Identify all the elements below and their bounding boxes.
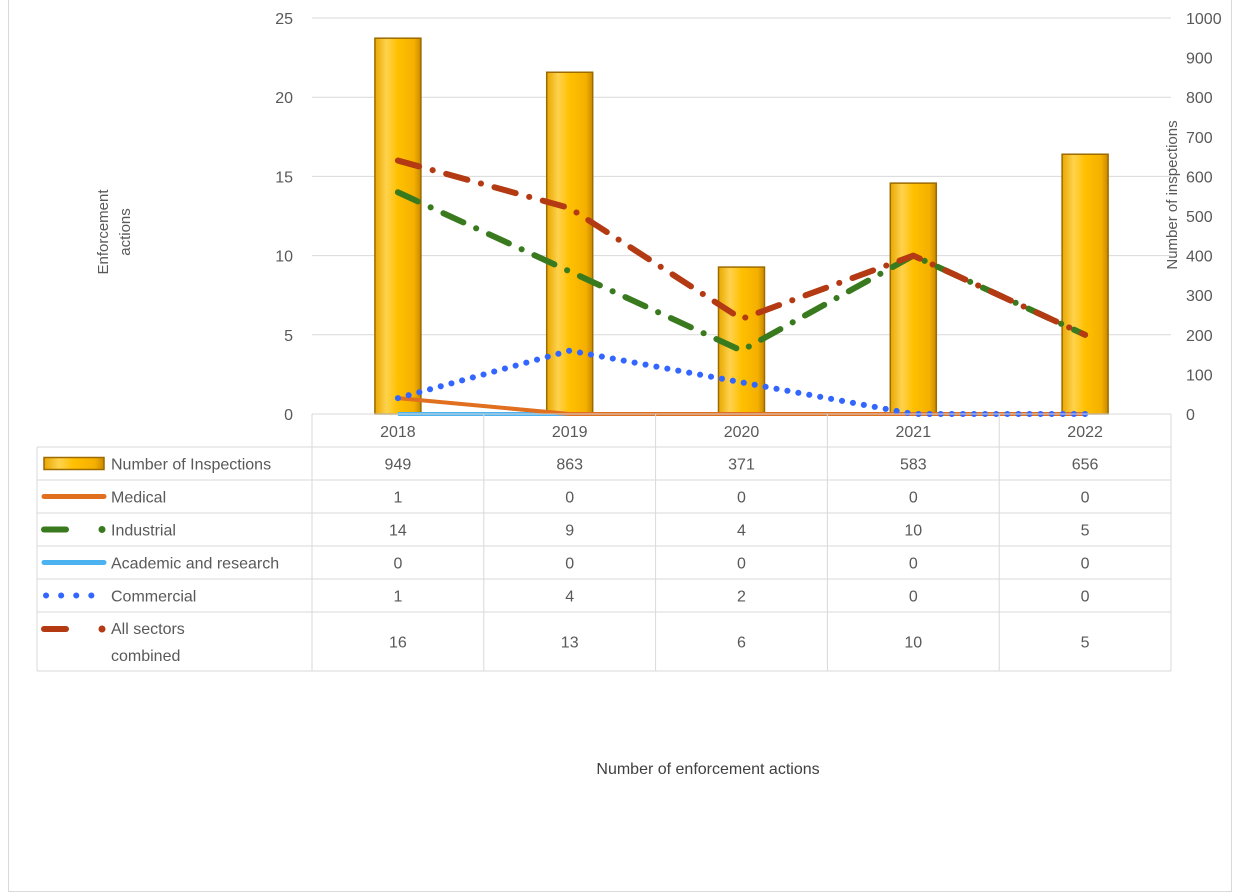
y-left-tick-label: 20	[275, 90, 293, 107]
y-right-tick-label: 300	[1186, 288, 1213, 305]
legend-key-dot	[98, 625, 106, 633]
y-left-ticks: 0 5 10 15 20 25	[275, 11, 293, 424]
bar	[889, 182, 938, 415]
legend-label: Commercial	[111, 589, 196, 606]
y-right-tick-label: 600	[1186, 169, 1213, 186]
x-category-label: 2022	[1067, 424, 1103, 441]
y-right-tick-label: 700	[1186, 130, 1213, 147]
x-category-label: 2019	[552, 424, 588, 441]
legend-label: All sectors combined	[111, 621, 185, 665]
legend-label-line-2: combined	[111, 648, 180, 665]
table-cell: 6	[737, 635, 746, 652]
table-cell: 14	[389, 523, 407, 540]
legend-key-bar	[43, 456, 105, 471]
y-right-tick-label: 500	[1186, 209, 1213, 226]
table-cell: 2	[737, 589, 746, 606]
y-right-tick-label: 100	[1186, 367, 1213, 384]
table-cell: 4	[737, 523, 746, 540]
table-cell: 0	[1081, 490, 1090, 507]
table-cell: 0	[565, 490, 574, 507]
x-category-label: 2021	[896, 424, 932, 441]
table-cell: 5	[1081, 523, 1090, 540]
chart-frame: 0 5 10 15 20 25 0 100 200 300 400 500 600 700 800 900 10…	[8, 0, 1232, 892]
legend-label-line-1: All sectors	[111, 621, 185, 638]
legend-label: Academic and research	[111, 556, 279, 573]
y-right-ticks: 0 100 200 300 400 500 600 700 800 900 1000	[1186, 11, 1222, 424]
table-cell: 0	[737, 556, 746, 573]
table-cell: 0	[565, 556, 574, 573]
bar	[374, 37, 422, 415]
bar	[1061, 153, 1109, 415]
table-cell: 10	[904, 523, 922, 540]
legend: Number of Inspections Medical Industrial Ac…	[41, 456, 279, 665]
table-cell: 0	[1081, 556, 1090, 573]
table-cell: 9	[565, 523, 574, 540]
y-left-tick-label: 5	[284, 328, 293, 345]
y-left-axis-title: Enforcement actions	[95, 189, 134, 275]
y-right-axis-title: Number of inspections	[1164, 120, 1181, 269]
y-left-axis-title-line-2: actions	[117, 208, 134, 256]
y-left-tick-label: 25	[275, 11, 293, 28]
chart-svg: 0510152025010020030040050060070080090010…	[36, 11, 1222, 778]
table-cell: 949	[385, 457, 412, 474]
table-cell: 371	[728, 457, 755, 474]
table-cell: 0	[909, 589, 918, 606]
y-left-tick-label: 0	[284, 407, 293, 424]
y-right-tick-label: 0	[1186, 407, 1195, 424]
table-cell: 0	[1081, 589, 1090, 606]
bar	[545, 71, 594, 415]
y-right-tick-label: 800	[1186, 90, 1213, 107]
legend-label: Medical	[111, 490, 166, 507]
x-category-label: 2020	[724, 424, 760, 441]
table-cell: 5	[1081, 635, 1090, 652]
y-right-tick-label: 400	[1186, 249, 1213, 266]
table-cell: 4	[565, 589, 574, 606]
y-left-axis-title-line-1: Enforcement	[95, 189, 112, 275]
table-cell: 0	[737, 490, 746, 507]
table-cell: 863	[556, 457, 583, 474]
series-line	[394, 157, 1089, 338]
table-cell: 13	[561, 635, 579, 652]
table-cell: 0	[909, 490, 918, 507]
table-cell: 656	[1072, 457, 1099, 474]
table-cell: 10	[904, 635, 922, 652]
table-cell: 16	[389, 635, 407, 652]
series-line	[394, 347, 1089, 417]
table-cell: 583	[900, 457, 927, 474]
legend-label: Industrial	[111, 523, 176, 540]
table-cell: 0	[909, 556, 918, 573]
y-right-tick-label: 200	[1186, 328, 1213, 345]
table-cell: 0	[393, 556, 402, 573]
series-line	[394, 189, 1089, 354]
x-axis-title: Number of enforcement actions	[596, 761, 819, 778]
legend-label: Number of Inspections	[111, 457, 271, 474]
y-right-tick-label: 900	[1186, 51, 1213, 68]
x-category-label: 2018	[380, 424, 416, 441]
bars	[374, 37, 1109, 415]
y-left-tick-label: 15	[275, 169, 293, 186]
table-cell: 1	[393, 589, 402, 606]
y-left-tick-label: 10	[275, 249, 293, 266]
y-right-tick-label: 1000	[1186, 11, 1222, 28]
table-cell: 1	[393, 490, 402, 507]
legend-key-dot	[98, 526, 106, 533]
